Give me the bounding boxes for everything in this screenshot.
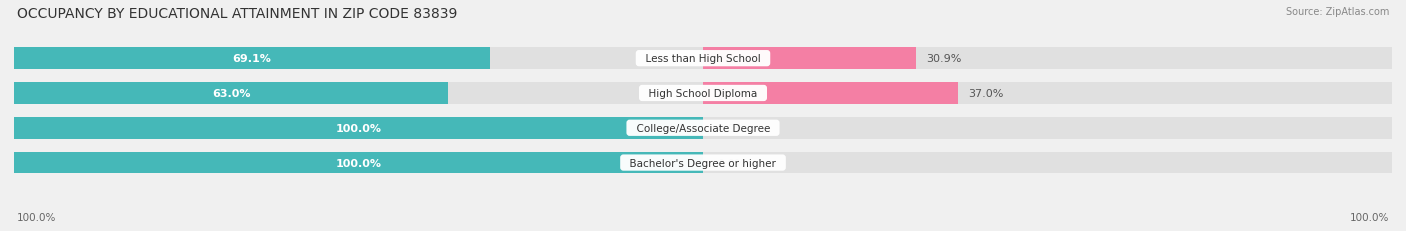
Bar (14, 83, 1392, 104)
Text: High School Diploma: High School Diploma (643, 88, 763, 99)
Text: 30.9%: 30.9% (927, 54, 962, 64)
Text: 100.0%: 100.0% (17, 212, 56, 222)
Bar (14, 118, 1392, 139)
Bar (14, 118, 703, 139)
Bar (14, 83, 449, 104)
Bar (703, 83, 957, 104)
Text: 100.0%: 100.0% (336, 158, 381, 168)
Bar (14, 152, 703, 174)
Text: Source: ZipAtlas.com: Source: ZipAtlas.com (1285, 7, 1389, 17)
Bar (703, 48, 915, 70)
Text: 63.0%: 63.0% (212, 88, 250, 99)
Bar (14, 48, 1392, 70)
Text: OCCUPANCY BY EDUCATIONAL ATTAINMENT IN ZIP CODE 83839: OCCUPANCY BY EDUCATIONAL ATTAINMENT IN Z… (17, 7, 457, 21)
Text: Less than High School: Less than High School (638, 54, 768, 64)
Bar (14, 48, 491, 70)
Text: 69.1%: 69.1% (232, 54, 271, 64)
Text: 0.0%: 0.0% (717, 158, 745, 168)
Bar (14, 152, 1392, 174)
Text: 0.0%: 0.0% (717, 123, 745, 133)
Legend: Owner-occupied, Renter-occupied: Owner-occupied, Renter-occupied (586, 228, 820, 231)
Text: College/Associate Degree: College/Associate Degree (630, 123, 776, 133)
Text: 100.0%: 100.0% (1350, 212, 1389, 222)
Text: 37.0%: 37.0% (969, 88, 1004, 99)
Text: 100.0%: 100.0% (336, 123, 381, 133)
Text: Bachelor's Degree or higher: Bachelor's Degree or higher (623, 158, 783, 168)
